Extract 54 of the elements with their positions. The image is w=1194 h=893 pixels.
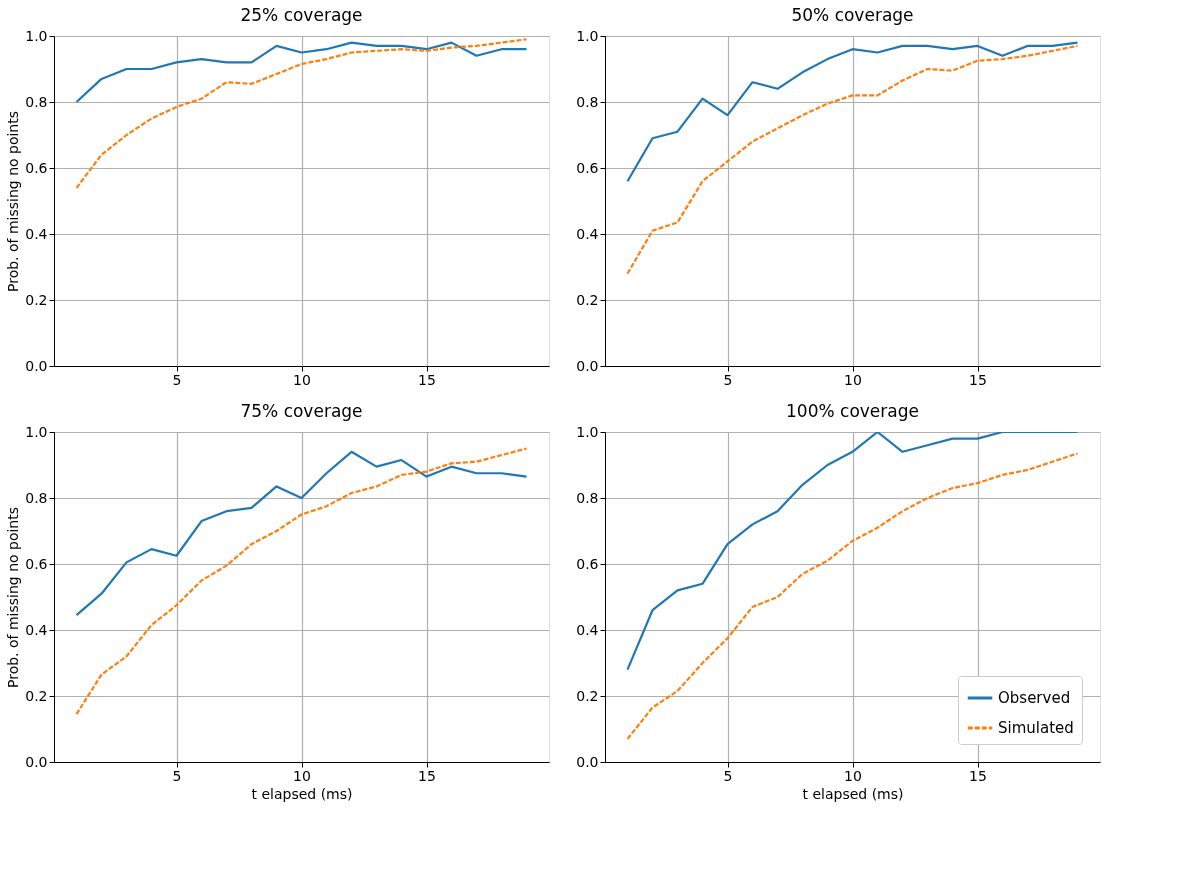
line-series [626, 452, 1079, 740]
y-tick-label: 0.6 [25, 159, 48, 176]
line-series [626, 44, 1079, 275]
y-tick-label: 0.4 [576, 225, 599, 242]
x-tick-label: 15 [418, 371, 436, 388]
line-series [75, 41, 528, 104]
y-tick-label: 0.2 [25, 291, 48, 308]
y-tick-label: 0.8 [25, 93, 48, 110]
x-tick-label: 5 [172, 371, 182, 388]
x-tick-label: 15 [969, 371, 987, 388]
x-tick-label: 15 [969, 767, 987, 784]
x-tick-label: 5 [723, 371, 733, 388]
y-tick-label: 0.2 [25, 687, 48, 704]
y-tick-label: 0.4 [576, 621, 599, 638]
x-tick-label: 5 [723, 767, 733, 784]
chart-title: 50% coverage [791, 5, 914, 25]
y-tick-label: 1.0 [25, 423, 48, 440]
line-series [75, 447, 528, 716]
x-tick-label: 10 [844, 767, 862, 784]
y-tick-label: 0.0 [576, 357, 599, 374]
legend-label: Observed [998, 689, 1071, 707]
y-axis-title: Prob. of missing no points [5, 506, 22, 689]
y-tick-label: 1.0 [576, 423, 599, 440]
y-tick-label: 0.0 [25, 357, 48, 374]
chart-title: 75% coverage [240, 401, 363, 421]
y-tick-label: 1.0 [576, 27, 599, 44]
line-series [75, 450, 528, 617]
y-tick-label: 0.8 [576, 489, 599, 506]
x-tick-label: 5 [172, 767, 182, 784]
chart-title: 100% coverage [786, 401, 919, 421]
y-tick-label: 1.0 [25, 27, 48, 44]
line-series [626, 432, 1079, 671]
legend-label: Simulated [998, 719, 1074, 737]
x-tick-label: 15 [418, 767, 436, 784]
y-tick-label: 0.4 [25, 621, 48, 638]
y-tick-label: 0.0 [25, 753, 48, 770]
x-tick-label: 10 [844, 371, 862, 388]
y-tick-label: 0.8 [25, 489, 48, 506]
y-tick-label: 0.2 [576, 687, 599, 704]
x-axis-title: t elapsed (ms) [802, 785, 904, 802]
x-tick-label: 10 [293, 767, 311, 784]
y-tick-label: 0.6 [25, 555, 48, 572]
y-tick-label: 0.0 [576, 753, 599, 770]
y-tick-label: 0.6 [576, 159, 599, 176]
line-series [626, 41, 1079, 183]
y-tick-label: 0.2 [576, 291, 599, 308]
line-series [75, 38, 528, 189]
y-axis-title: Prob. of missing no points [5, 110, 22, 293]
x-tick-label: 10 [293, 371, 311, 388]
y-tick-label: 0.4 [25, 225, 48, 242]
y-tick-label: 0.6 [576, 555, 599, 572]
x-axis-title: t elapsed (ms) [251, 785, 353, 802]
chart-title: 25% coverage [240, 5, 363, 25]
y-tick-label: 0.8 [576, 93, 599, 110]
